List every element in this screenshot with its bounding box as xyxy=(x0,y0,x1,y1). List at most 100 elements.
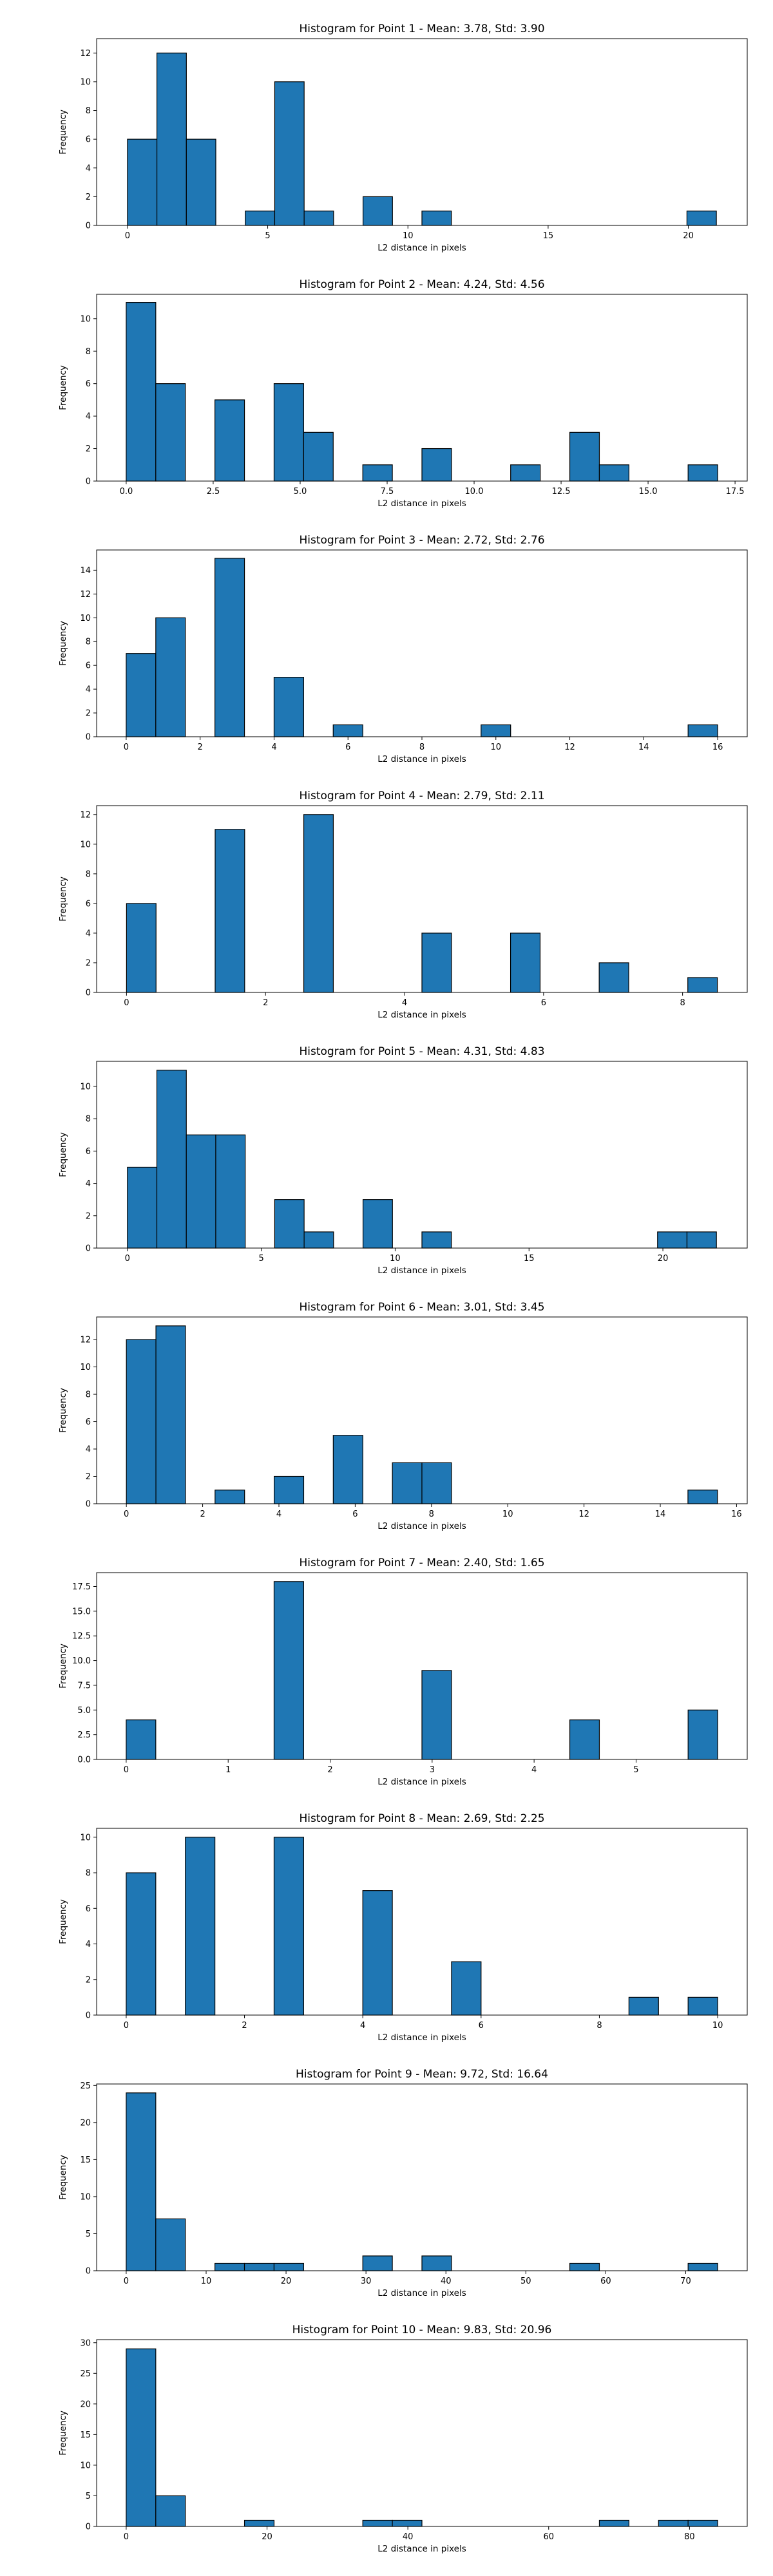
histogram-bar xyxy=(421,2255,452,2271)
y-tick-label: 2 xyxy=(86,1211,91,1221)
chart-title: Histogram for Point 8 - Mean: 2.69, Std:… xyxy=(299,1812,544,1825)
histogram-bar xyxy=(273,677,304,737)
x-tick-label: 10 xyxy=(390,1254,401,1264)
x-tick-label: 80 xyxy=(684,2532,695,2542)
y-tick-label: 5.0 xyxy=(77,1706,91,1716)
x-tick-label: 12 xyxy=(564,743,575,752)
x-tick-label: 40 xyxy=(441,2277,452,2286)
y-tick-label: 2.5 xyxy=(77,1730,91,1740)
y-axis-label: Frequency xyxy=(58,621,68,666)
chart-title: Histogram for Point 5 - Mean: 4.31, Std:… xyxy=(299,1045,544,1058)
histogram-bar xyxy=(510,464,541,482)
chart-title: Histogram for Point 3 - Mean: 2.72, Std:… xyxy=(299,534,544,547)
histogram-bar xyxy=(126,1719,157,1760)
y-tick-label: 4 xyxy=(86,1445,91,1455)
y-tick-label: 4 xyxy=(86,929,91,938)
histogram-bar xyxy=(687,2262,718,2271)
y-axis-label: Frequency xyxy=(58,1643,68,1689)
x-tick-label: 0.0 xyxy=(120,487,133,497)
x-tick-label: 4 xyxy=(276,1510,282,1519)
histogram-bar xyxy=(303,814,334,993)
x-tick-label: 17.5 xyxy=(726,487,745,497)
y-tick-label: 0 xyxy=(86,733,91,743)
histogram-bar xyxy=(274,1199,305,1249)
histogram-bar xyxy=(687,977,718,993)
histogram-bar xyxy=(598,2519,629,2527)
histogram-bar xyxy=(687,724,718,737)
y-tick-label: 4 xyxy=(86,1179,91,1189)
histogram-bar xyxy=(215,829,245,993)
x-tick-label: 60 xyxy=(600,2277,611,2286)
y-tick-label: 0.0 xyxy=(77,1756,91,1765)
y-tick-label: 4 xyxy=(86,412,91,422)
y-axis-label: Frequency xyxy=(58,876,68,922)
y-tick-label: 2 xyxy=(86,444,91,454)
y-tick-label: 6 xyxy=(86,1147,91,1157)
histogram-bar xyxy=(155,1325,186,1504)
histogram-bar xyxy=(155,2495,186,2527)
y-tick-label: 25 xyxy=(80,2081,91,2091)
histogram-bar xyxy=(185,1837,216,2016)
histogram-bar xyxy=(421,1670,452,1760)
axes-frame xyxy=(96,294,748,482)
x-tick-label: 4 xyxy=(271,743,276,752)
x-axis-label: L2 distance in pixels xyxy=(377,1521,466,1531)
x-tick-label: 10 xyxy=(490,743,501,752)
x-tick-label: 30 xyxy=(361,2277,372,2286)
x-tick-label: 16 xyxy=(731,1510,742,1519)
histogram-bar xyxy=(421,211,452,226)
x-tick-label: 2.5 xyxy=(207,487,220,497)
y-tick-label: 10 xyxy=(80,2461,91,2470)
x-tick-label: 0 xyxy=(124,998,129,1008)
histogram-bar xyxy=(569,431,600,482)
histogram-bar xyxy=(362,1890,393,2016)
y-axis-label: Frequency xyxy=(58,1132,68,1177)
histogram-bar xyxy=(243,2519,275,2527)
y-tick-label: 4 xyxy=(86,685,91,695)
chart-title: Histogram for Point 9 - Mean: 9.72, Std:… xyxy=(296,2068,548,2081)
axes-frame xyxy=(96,1828,748,2016)
histogram-bar xyxy=(303,431,334,482)
histogram-panel-4: 0 2 4 6 8 0 2 4 6 8 10 12 Histogram for Point 4 - Me… xyxy=(58,790,748,1020)
histogram-bar xyxy=(362,2255,393,2271)
histogram-panel-5: 0 5 10 15 20 0 2 4 6 8 10 Histogram for Point 5 - M… xyxy=(58,1045,748,1276)
histogram-bar xyxy=(598,464,629,482)
y-tick-label: 8 xyxy=(86,1390,91,1400)
y-tick-label: 10 xyxy=(80,614,91,623)
x-tick-label: 6 xyxy=(541,998,546,1008)
x-tick-label: 0 xyxy=(124,1510,129,1519)
y-tick-label: 10 xyxy=(80,2192,91,2202)
histogram-bar xyxy=(156,52,187,226)
axes-frame xyxy=(96,2083,748,2271)
x-tick-label: 6 xyxy=(352,1510,358,1519)
histogram-bar xyxy=(362,2519,393,2527)
histogram-bar xyxy=(687,464,718,482)
y-tick-label: 0 xyxy=(86,989,91,998)
y-axis-label: Frequency xyxy=(58,1388,68,1433)
x-axis-label: L2 distance in pixels xyxy=(377,2544,466,2554)
y-tick-label: 6 xyxy=(86,379,91,389)
y-tick-label: 15.0 xyxy=(72,1607,91,1616)
x-tick-label: 5 xyxy=(633,1765,638,1775)
x-tick-label: 14 xyxy=(638,743,649,752)
x-tick-label: 15 xyxy=(543,231,554,241)
x-tick-label: 6 xyxy=(479,2021,484,2031)
y-tick-label: 12.5 xyxy=(72,1632,91,1642)
y-tick-label: 8 xyxy=(86,106,91,116)
x-tick-label: 12 xyxy=(578,1510,589,1519)
histogram-bar xyxy=(421,1231,452,1249)
histogram-bar xyxy=(303,211,334,226)
y-tick-label: 0 xyxy=(86,1244,91,1254)
x-tick-label: 2 xyxy=(200,1510,205,1519)
y-tick-label: 6 xyxy=(86,1904,91,1914)
y-tick-label: 8 xyxy=(86,869,91,879)
y-tick-label: 6 xyxy=(86,1417,91,1427)
histogram-bar xyxy=(687,1490,718,1504)
histogram-bar xyxy=(421,448,452,482)
histogram-bar xyxy=(127,1166,158,1249)
histogram-bar xyxy=(274,81,305,226)
histogram-panel-10: 0 20 40 60 80 0 5 10 15 20 25 30 Histogram for Point… xyxy=(58,2324,748,2554)
histogram-bar xyxy=(362,196,393,226)
x-tick-label: 0 xyxy=(124,743,129,752)
x-tick-label: 16 xyxy=(712,743,723,752)
